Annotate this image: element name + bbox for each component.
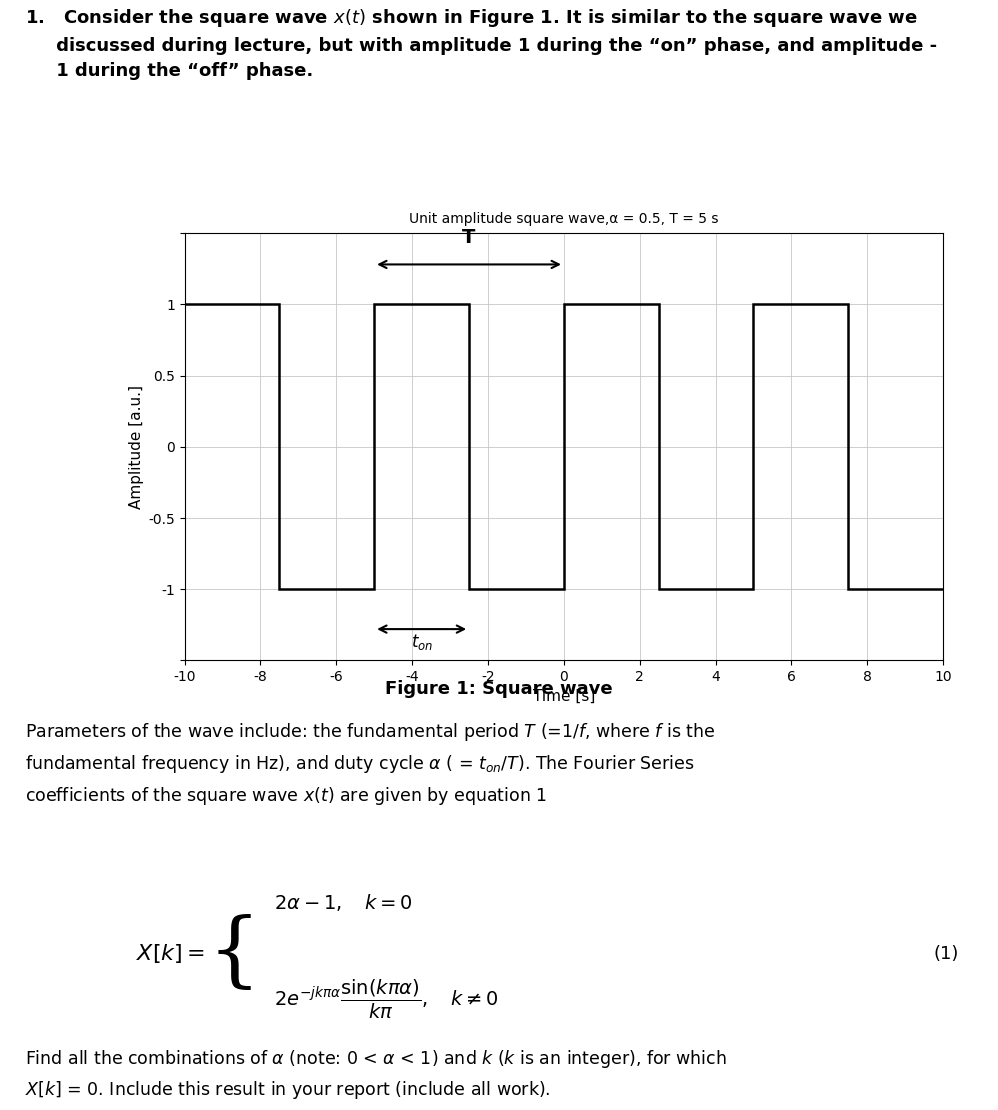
Text: $2\alpha - 1, \quad k = 0$: $2\alpha - 1, \quad k = 0$: [274, 892, 413, 912]
Text: Parameters of the wave include: the fundamental period $T$ (=1/$f$, where $f$ is: Parameters of the wave include: the fund…: [25, 722, 716, 807]
Text: 1.   Consider the square wave $x(t)$ shown in Figure 1. It is similar to the squ: 1. Consider the square wave $x(t)$ shown…: [25, 7, 937, 80]
Text: (1): (1): [933, 945, 958, 962]
Text: $2e^{-jk\pi\alpha} \dfrac{\sin(k\pi\alpha)}{k\pi}, \quad k \neq 0$: $2e^{-jk\pi\alpha} \dfrac{\sin(k\pi\alph…: [274, 978, 499, 1021]
Text: $X[k] = $: $X[k] = $: [136, 942, 205, 966]
Title: Unit amplitude square wave,α = 0.5, T = 5 s: Unit amplitude square wave,α = 0.5, T = …: [409, 212, 719, 226]
Text: {: {: [208, 914, 260, 993]
X-axis label: Time [s]: Time [s]: [533, 688, 595, 704]
Text: T: T: [462, 229, 476, 248]
Text: Find all the combinations of $\alpha$ (note: 0 < $\alpha$ < 1) and $k$ ($k$ is a: Find all the combinations of $\alpha$ (n…: [25, 1048, 727, 1101]
Text: Figure 1: Square wave: Figure 1: Square wave: [385, 680, 613, 698]
Text: $t_{on}$: $t_{on}$: [410, 632, 433, 652]
Y-axis label: Amplitude [a.u.]: Amplitude [a.u.]: [129, 385, 144, 508]
